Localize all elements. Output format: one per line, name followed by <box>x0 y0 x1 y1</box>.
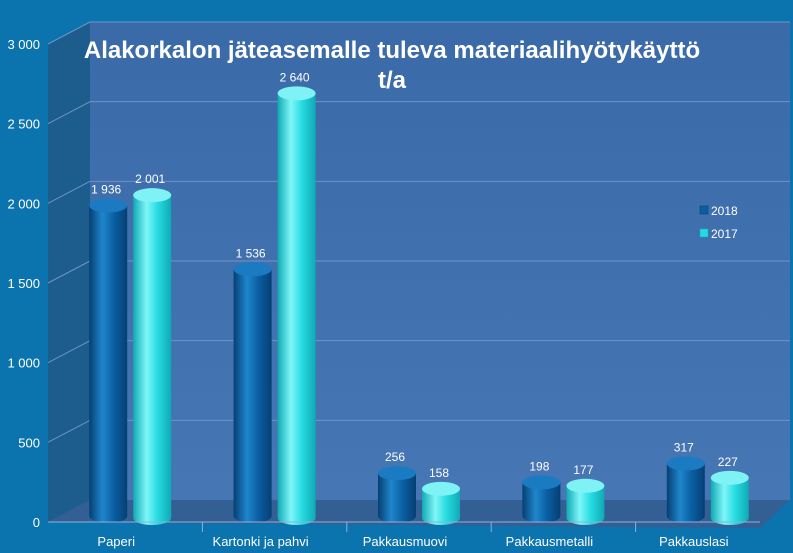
legend-swatch <box>699 228 709 238</box>
chart-title: Alakorkalon jäteasemalle tuleva materiaa… <box>84 37 700 64</box>
data-label: 1 936 <box>91 183 121 197</box>
x-tick-label: Pakkauslasi <box>659 534 728 549</box>
bar-body <box>233 269 272 523</box>
y-tick-label: 1 000 <box>7 356 40 371</box>
bar-top <box>233 262 272 277</box>
gridline-side <box>47 101 91 125</box>
x-tick-label: Pakkausmuovi <box>363 534 448 549</box>
legend-label: 2018 <box>711 204 738 218</box>
x-axis-ticks: Paperi Kartonki ja pahvi Pakkausmuovi Pakka… <box>48 521 760 549</box>
bar-top <box>422 481 460 496</box>
legend: 2018 2017 <box>699 204 738 241</box>
bars: 1 936 2 001 1 536 2 640 256 158 198 177 317 227 <box>89 70 749 526</box>
data-label: 2 640 <box>280 70 310 84</box>
bar-body <box>566 485 605 525</box>
bar <box>566 478 605 525</box>
legend-swatch <box>699 205 709 215</box>
gridline-side <box>47 260 91 284</box>
y-tick-label: 1 500 <box>7 276 40 291</box>
y-tick-label: 2 000 <box>7 196 40 211</box>
gridline-side <box>47 21 91 45</box>
chart-subtitle: t/a <box>378 67 407 94</box>
bar <box>710 470 749 525</box>
bar-body <box>89 205 128 523</box>
bar <box>422 481 460 525</box>
bar-top <box>378 466 416 481</box>
bar-top <box>277 86 316 101</box>
bar <box>666 456 705 523</box>
y-axis-ticks: 0 500 1 000 1 500 2 000 2 500 3 000 <box>7 37 40 530</box>
data-label: 2 001 <box>135 172 165 186</box>
bar <box>133 188 172 525</box>
bar <box>378 466 416 523</box>
bar <box>233 262 272 523</box>
data-label: 227 <box>718 455 738 469</box>
data-label: 177 <box>573 463 593 477</box>
y-tick-label: 3 000 <box>7 37 40 52</box>
bar <box>277 86 316 526</box>
data-label: 256 <box>385 450 405 464</box>
bar-top <box>522 475 561 490</box>
data-label: 158 <box>429 466 449 480</box>
bar-top <box>666 456 705 471</box>
data-label: 198 <box>529 459 549 473</box>
bar-body <box>522 482 561 523</box>
y-tick-label: 0 <box>33 515 40 530</box>
bar-body <box>666 463 705 523</box>
bar-top <box>89 198 128 213</box>
bar <box>89 198 128 523</box>
gridline-side <box>47 340 91 364</box>
bar <box>522 475 561 523</box>
gridlines <box>47 21 790 443</box>
x-tick-label: Paperi <box>97 534 135 549</box>
gridline-side <box>47 419 91 443</box>
x-tick-label: Pakkausmetalli <box>506 534 594 549</box>
bar-top <box>133 188 172 203</box>
bar-body <box>710 477 749 525</box>
legend-label: 2017 <box>711 227 738 241</box>
data-label: 1 536 <box>236 246 266 260</box>
y-tick-label: 2 500 <box>7 117 40 132</box>
bar-top <box>710 470 749 485</box>
x-tick-label: Kartonki ja pahvi <box>213 534 309 549</box>
gridline-side <box>47 180 91 204</box>
data-label: 317 <box>674 440 694 454</box>
bar-body <box>378 473 416 523</box>
bar-body <box>133 195 172 525</box>
bar-body <box>277 93 316 526</box>
floor <box>48 500 790 528</box>
bar-top <box>566 478 605 493</box>
y-tick-label: 500 <box>18 435 40 450</box>
bar-body <box>422 488 460 525</box>
